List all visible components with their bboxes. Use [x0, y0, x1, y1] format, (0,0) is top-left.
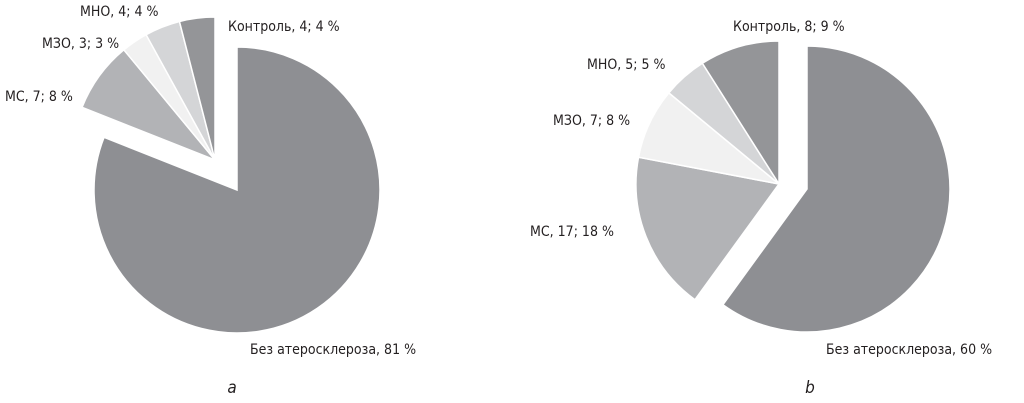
pie-slice	[178, 16, 216, 161]
slice-label: МНО, 5; 5 %	[587, 57, 666, 73]
slice-label: Без атеросклероза, 60 %	[826, 342, 992, 358]
pie-slice	[635, 156, 781, 301]
pie-slice	[721, 45, 951, 333]
chart-caption: b	[805, 378, 815, 398]
slice-label: Контроль, 8; 9 %	[733, 19, 845, 35]
pie-slice	[701, 40, 780, 187]
slice-label: МС, 17; 18 %	[530, 224, 614, 240]
slice-label: МЗО, 3; 3 %	[42, 36, 119, 52]
slice-label: МС, 7; 8 %	[5, 89, 73, 105]
slice-label: Без атеросклероза, 81 %	[250, 342, 416, 358]
slice-label: МЗО, 7; 8 %	[553, 113, 630, 129]
chart-caption: a	[227, 378, 236, 398]
slice-label: МНО, 4; 4 %	[80, 4, 159, 20]
slice-label: Контроль, 4; 4 %	[228, 19, 340, 35]
pie-slice	[93, 46, 381, 334]
